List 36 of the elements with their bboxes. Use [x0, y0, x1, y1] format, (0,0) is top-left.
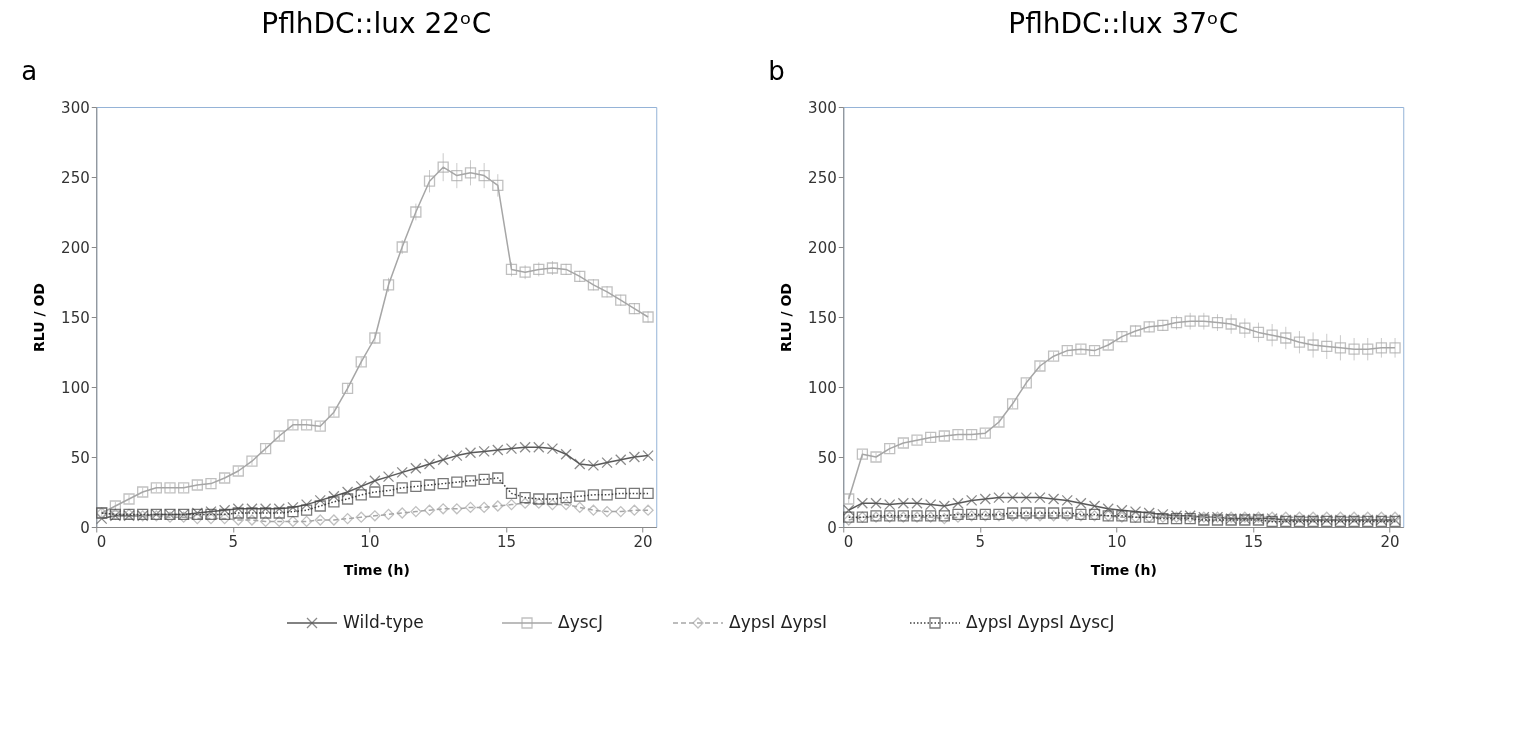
- x-tick-label: 5: [228, 532, 239, 551]
- x-tick-label: 5: [975, 532, 986, 551]
- text: b: [768, 56, 785, 86]
- y-tick-label: 100: [61, 378, 90, 397]
- y-tick-label: 150: [61, 308, 90, 327]
- y-tick-label: 200: [61, 238, 90, 257]
- legend-label: ΔypsI ΔypsI: [729, 612, 828, 632]
- y-tick-label: 300: [61, 98, 90, 117]
- y-tick-label: 50: [70, 448, 90, 467]
- y-tick-label: 50: [817, 448, 837, 467]
- y-tick-label: 0: [80, 518, 90, 537]
- y-tick-label: 150: [808, 308, 837, 327]
- x-tick-label: 20: [1380, 532, 1400, 551]
- y-tick-label: 250: [808, 168, 837, 187]
- y-axis-title: RLU / OD: [778, 283, 795, 352]
- y-tick-label: 250: [61, 168, 90, 187]
- text: a: [21, 56, 38, 86]
- x-tick-label: 15: [1243, 532, 1264, 551]
- x-tick-label: 15: [496, 532, 517, 551]
- y-tick-label: 300: [808, 98, 837, 117]
- y-tick-label: 0: [827, 518, 837, 537]
- x-tick-label: 10: [1107, 532, 1127, 551]
- y-tick-label: 200: [808, 238, 837, 257]
- x-tick-label: 10: [360, 532, 380, 551]
- x-axis-title: Time (h): [343, 561, 410, 578]
- legend-label: ΔyscJ: [558, 612, 603, 632]
- x-axis-title: Time (h): [1090, 561, 1157, 578]
- legend-label: ΔypsI ΔypsI ΔyscJ: [966, 612, 1115, 632]
- chart-title: PflhDC::lux 22ᵒC: [261, 7, 492, 40]
- y-tick-label: 100: [808, 378, 837, 397]
- chart-title: PflhDC::lux 37ᵒC: [1008, 7, 1239, 40]
- x-tick-label: 0: [96, 532, 107, 551]
- y-axis-title: RLU / OD: [31, 283, 48, 352]
- x-tick-label: 20: [633, 532, 653, 551]
- legend-label: Wild-type: [343, 612, 424, 632]
- x-tick-label: 0: [843, 532, 854, 551]
